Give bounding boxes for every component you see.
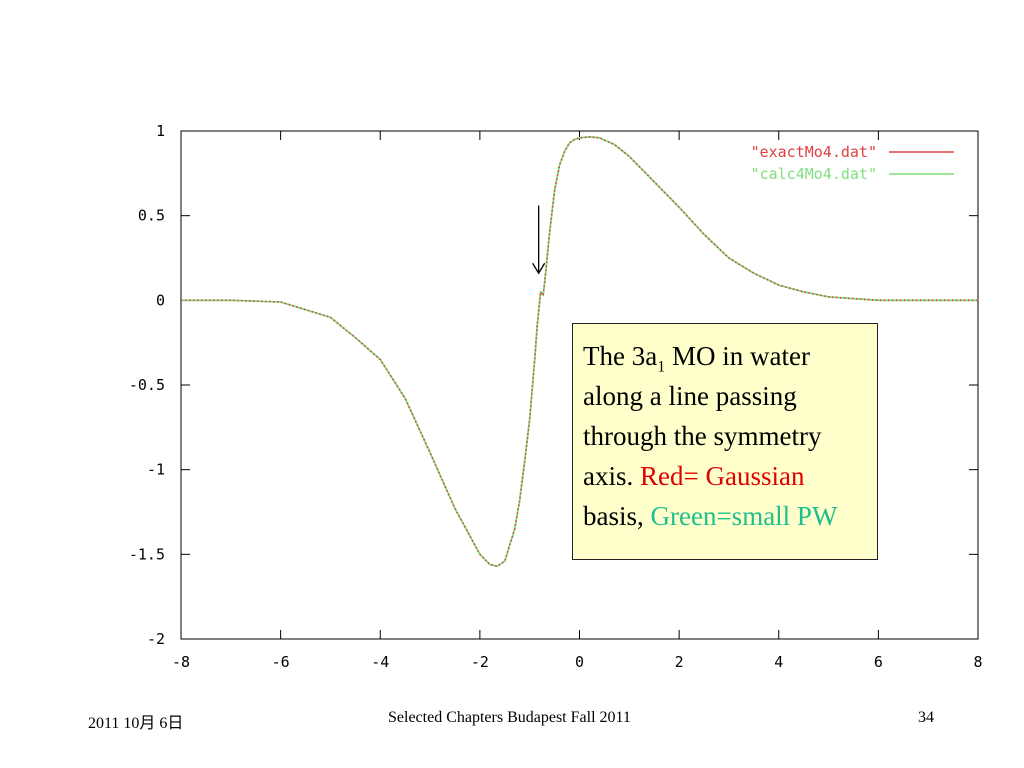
x-tick-label: 0 — [575, 653, 584, 671]
footer-date: 2011 10月 6日 — [88, 715, 184, 732]
x-tick-label: 4 — [774, 653, 783, 671]
callout-line1-post: MO in water along a line passing through… — [583, 341, 822, 491]
series-group — [181, 135, 978, 568]
series-line-1 — [181, 136, 978, 568]
y-tick-label: -1.5 — [129, 545, 165, 563]
x-tick-label: 2 — [675, 653, 684, 671]
tick-marks — [180, 130, 979, 640]
callout-text: The 3a1 MO in water along a line passing… — [583, 336, 868, 536]
footer-page: 34 — [918, 709, 934, 726]
legend-label-1: "exactMo4.dat" — [751, 143, 877, 161]
arrow-annotation — [532, 205, 546, 275]
x-tick-label: -2 — [471, 653, 489, 671]
callout-green-label: Green=small PW — [650, 501, 838, 531]
x-tick-label: -6 — [272, 653, 290, 671]
x-tick-label: -4 — [371, 653, 389, 671]
arrow-head — [532, 262, 546, 275]
callout-box — [572, 323, 878, 560]
x-tick-label: 8 — [973, 653, 982, 671]
y-tick-label: 0.5 — [138, 207, 165, 225]
y-tick-label: 1 — [156, 122, 165, 140]
x-tick-label: -8 — [172, 653, 190, 671]
callout-red-label: Red= Gaussian — [640, 461, 805, 491]
y-tick-label: -2 — [147, 630, 165, 648]
legend-label-2: "calc4Mo4.dat" — [751, 165, 877, 183]
y-tick-label: -1 — [147, 461, 165, 479]
y-tick-label: 0 — [156, 291, 165, 309]
footer-title: Selected Chapters Budapest Fall 2011 — [388, 709, 631, 726]
y-tick-labels: 1 0.5 0 -0.5 -1 -1.5 -2 — [129, 122, 165, 648]
callout-basis-text: basis, — [583, 501, 651, 531]
callout-subscript: 1 — [657, 358, 666, 376]
x-tick-labels: -8 -6 -4 -2 0 2 4 6 8 — [172, 653, 983, 671]
callout-line1-pre: The 3a — [583, 341, 658, 371]
x-tick-label: 6 — [874, 653, 883, 671]
y-tick-label: -0.5 — [129, 376, 165, 394]
legend: "exactMo4.dat" "calc4Mo4.dat" — [751, 143, 954, 183]
